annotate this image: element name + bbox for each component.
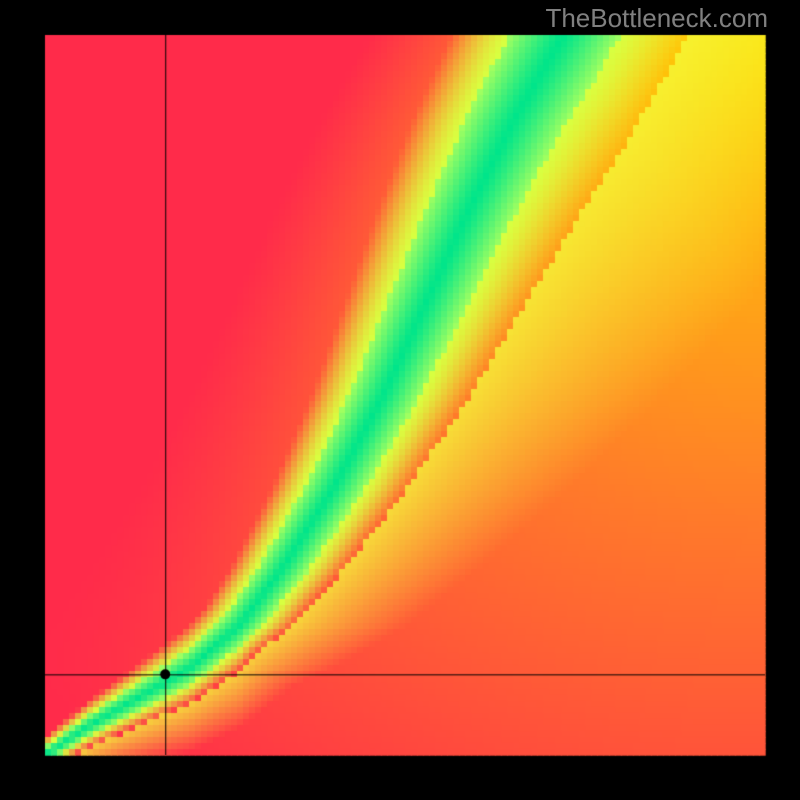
chart-container: TheBottleneck.com (0, 0, 800, 800)
watermark-text: TheBottleneck.com (545, 3, 768, 34)
heatmap-canvas (0, 0, 800, 800)
